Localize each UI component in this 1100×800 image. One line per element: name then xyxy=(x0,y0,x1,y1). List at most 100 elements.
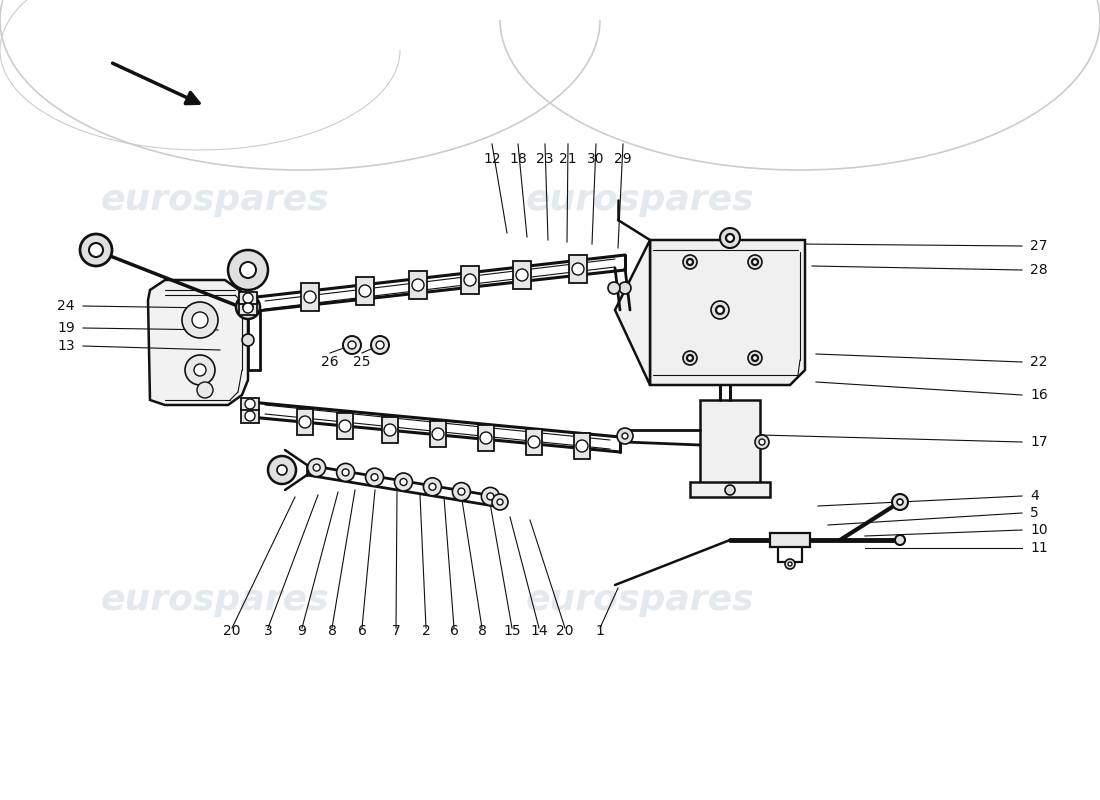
Circle shape xyxy=(748,351,762,365)
Polygon shape xyxy=(650,240,805,385)
Circle shape xyxy=(608,282,620,294)
Bar xyxy=(409,271,427,299)
Text: 11: 11 xyxy=(1030,541,1047,555)
Bar xyxy=(770,533,810,547)
Text: 17: 17 xyxy=(1030,435,1047,449)
Circle shape xyxy=(785,559,795,569)
Bar xyxy=(569,255,587,283)
Circle shape xyxy=(621,433,628,439)
Circle shape xyxy=(895,535,905,545)
Text: 20: 20 xyxy=(557,624,574,638)
Text: 15: 15 xyxy=(503,624,520,638)
Circle shape xyxy=(342,469,349,476)
Bar xyxy=(382,417,398,443)
Bar xyxy=(430,421,446,447)
Bar xyxy=(526,429,542,455)
Text: 14: 14 xyxy=(530,624,548,638)
Text: 6: 6 xyxy=(358,624,366,638)
Circle shape xyxy=(185,355,214,385)
Circle shape xyxy=(748,255,762,269)
Circle shape xyxy=(688,259,693,265)
Circle shape xyxy=(752,355,758,361)
Text: 1: 1 xyxy=(595,624,604,638)
Bar xyxy=(337,413,353,439)
Circle shape xyxy=(720,228,740,248)
Circle shape xyxy=(395,473,412,491)
Bar xyxy=(241,409,258,423)
Text: 28: 28 xyxy=(1030,263,1047,277)
Circle shape xyxy=(182,302,218,338)
Circle shape xyxy=(480,432,492,444)
Text: 19: 19 xyxy=(57,321,75,335)
Circle shape xyxy=(482,487,499,506)
Circle shape xyxy=(314,464,320,471)
Text: 13: 13 xyxy=(57,339,75,353)
Circle shape xyxy=(337,463,354,482)
Circle shape xyxy=(400,478,407,486)
Circle shape xyxy=(371,474,378,481)
Circle shape xyxy=(277,465,287,475)
Circle shape xyxy=(688,355,693,361)
Circle shape xyxy=(245,411,255,421)
Circle shape xyxy=(683,351,697,365)
Circle shape xyxy=(716,306,724,314)
Bar xyxy=(297,409,313,435)
Text: 4: 4 xyxy=(1030,489,1038,503)
Circle shape xyxy=(412,279,424,291)
Circle shape xyxy=(528,436,540,448)
Circle shape xyxy=(192,312,208,328)
Circle shape xyxy=(576,440,588,452)
Circle shape xyxy=(365,468,384,486)
Circle shape xyxy=(228,250,268,290)
Circle shape xyxy=(892,494,907,510)
Polygon shape xyxy=(615,240,650,385)
Text: 23: 23 xyxy=(537,152,553,166)
Circle shape xyxy=(243,303,253,313)
Circle shape xyxy=(759,439,764,445)
Circle shape xyxy=(384,424,396,436)
Text: 29: 29 xyxy=(614,152,631,166)
Circle shape xyxy=(308,458,326,477)
Circle shape xyxy=(80,234,112,266)
Bar xyxy=(574,433,590,459)
Text: 7: 7 xyxy=(392,624,400,638)
Circle shape xyxy=(242,334,254,346)
Text: 2: 2 xyxy=(421,624,430,638)
Text: 8: 8 xyxy=(477,624,486,638)
Circle shape xyxy=(429,483,436,490)
Circle shape xyxy=(755,435,769,449)
Text: eurospares: eurospares xyxy=(526,583,755,617)
Circle shape xyxy=(788,562,792,566)
Circle shape xyxy=(432,428,444,440)
Circle shape xyxy=(243,293,253,303)
Circle shape xyxy=(424,478,441,496)
Circle shape xyxy=(240,262,256,278)
Text: 24: 24 xyxy=(57,299,75,313)
Text: 21: 21 xyxy=(559,152,576,166)
Bar xyxy=(478,425,494,451)
Text: 18: 18 xyxy=(509,152,527,166)
Text: 10: 10 xyxy=(1030,523,1047,537)
Circle shape xyxy=(348,341,356,349)
Circle shape xyxy=(725,485,735,495)
Bar xyxy=(301,283,319,311)
Text: eurospares: eurospares xyxy=(101,583,329,617)
Text: 25: 25 xyxy=(353,355,371,369)
Bar xyxy=(239,301,257,315)
Bar xyxy=(239,292,257,304)
Circle shape xyxy=(492,494,508,510)
Circle shape xyxy=(726,234,734,242)
Text: 22: 22 xyxy=(1030,355,1047,369)
Circle shape xyxy=(458,488,465,495)
Polygon shape xyxy=(148,280,248,405)
Text: 3: 3 xyxy=(264,624,273,638)
Circle shape xyxy=(452,482,471,501)
Text: 20: 20 xyxy=(223,624,241,638)
Circle shape xyxy=(896,499,903,505)
Circle shape xyxy=(89,243,103,257)
Circle shape xyxy=(487,493,494,500)
Circle shape xyxy=(497,499,503,505)
Bar xyxy=(513,261,531,289)
Circle shape xyxy=(516,269,528,281)
Polygon shape xyxy=(690,482,770,497)
